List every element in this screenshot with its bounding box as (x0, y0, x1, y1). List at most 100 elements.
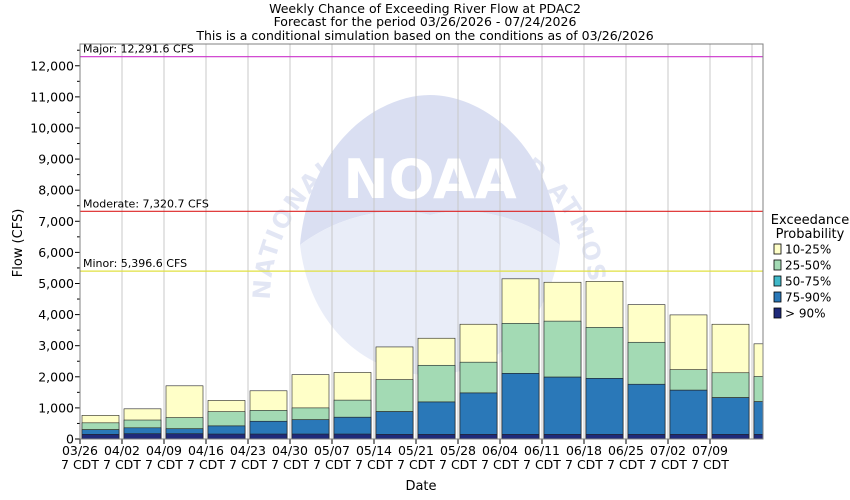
bar-segment-90-07-02 (669, 434, 708, 440)
y-tick-label: 8,000 (38, 183, 74, 198)
chart-subtitle-conditions: This is a conditional simulation based o… (195, 28, 653, 43)
y-tick-label: 9,000 (38, 152, 74, 167)
x-tick-label-date: 04/02 (104, 443, 140, 458)
x-tick-label-tz: 7 CDT (313, 457, 351, 472)
bar-segment-90-04-02 (123, 433, 162, 440)
x-tick-label-date: 05/14 (356, 443, 392, 458)
threshold-label: Major: 12,291.6 CFS (83, 43, 194, 56)
bar-segment-75-90-07-09 (711, 397, 750, 440)
legend-swatch (773, 275, 782, 287)
legend-title-line1: Exceedance (771, 213, 849, 228)
legend-label: 25-50% (785, 259, 831, 273)
chart-title: Weekly Chance of Exceeding River Flow at… (269, 1, 581, 16)
x-tick-label-tz: 7 CDT (439, 457, 477, 472)
y-tick-label: 10,000 (30, 120, 74, 135)
y-tick-label: 11,000 (30, 89, 74, 104)
x-tick-label-tz: 7 CDT (481, 457, 519, 472)
y-tick-label: 5,000 (38, 276, 74, 291)
x-tick-label-tz: 7 CDT (565, 457, 603, 472)
x-tick-label-tz: 7 CDT (61, 457, 99, 472)
x-tick-label-date: 06/04 (482, 443, 518, 458)
y-tick-label: 4,000 (38, 307, 74, 322)
threshold-label: Minor: 5,396.6 CFS (83, 257, 187, 270)
bar-segment-75-90-06-25 (627, 383, 666, 440)
x-tick-label-date: 04/09 (146, 443, 182, 458)
x-tick-label-tz: 7 CDT (523, 457, 561, 472)
bar-segment-75-90-06-11 (543, 376, 582, 440)
x-tick-label-tz: 7 CDT (649, 457, 687, 472)
bar-segment-90-03-26 (81, 434, 120, 440)
legend: Exceedance Probability 10-25% 25-50% 50-75… (771, 213, 849, 321)
x-tick-label-date: 03/26 (62, 443, 98, 458)
bar-segment-90-07-09 (711, 434, 750, 440)
y-axis-title: Flow (CFS) (11, 209, 26, 278)
bar-segment-90-06-18 (585, 434, 624, 440)
legend-label: 75-90% (785, 291, 831, 305)
legend-label: 50-75% (785, 275, 831, 289)
x-tick-label-date: 04/30 (272, 443, 308, 458)
x-tick-label-date: 07/09 (692, 443, 728, 458)
x-tick-label-tz: 7 CDT (103, 457, 141, 472)
y-tick-label: 12,000 (30, 58, 74, 73)
bar-segment-90-04-09 (165, 433, 204, 440)
x-tick-label-date: 05/21 (398, 443, 434, 458)
y-tick-label: 7,000 (38, 214, 74, 229)
x-axis-title: Date (405, 479, 436, 494)
bar-segment-90-05-28 (459, 434, 498, 440)
bar-segment-75-90-06-04 (501, 373, 540, 440)
bar-segment-90-06-11 (543, 434, 582, 440)
x-tick-label-tz: 7 CDT (355, 457, 393, 472)
x-tick-label-date: 06/11 (524, 443, 560, 458)
x-tick-label-date: 04/23 (230, 443, 266, 458)
bar-segment-75-90-06-18 (585, 378, 624, 440)
x-tick-label-date: 06/18 (566, 443, 602, 458)
x-tick-label-tz: 7 CDT (607, 457, 645, 472)
x-tick-label-date: 04/16 (188, 443, 224, 458)
legend-swatch (773, 259, 782, 271)
y-tick-label: 2,000 (38, 369, 74, 384)
x-tick-label-date: 05/28 (440, 443, 476, 458)
stacked-bars (81, 278, 764, 440)
bar-segment-75-90-05-28 (459, 392, 498, 440)
y-tick-label: 0 (66, 432, 74, 447)
bar-segment-90-05-21 (417, 434, 456, 440)
y-tick-label: 1,000 (38, 400, 74, 415)
y-axis: 0 1,000 2,000 3,000 4,000 5,000 6,000 7,000 8,00… (30, 49, 80, 447)
y-tick-label: 3,000 (38, 338, 74, 353)
x-tick-label-tz: 7 CDT (397, 457, 435, 472)
chart-subtitle-period: Forecast for the period 03/26/2026 - 07/… (274, 14, 577, 29)
bar-segment-90-04-30 (291, 433, 330, 440)
gridlines (121, 44, 753, 439)
legend-title-line2: Probability (776, 227, 845, 242)
x-tick-label-tz: 7 CDT (271, 457, 309, 472)
bar-segment-90-05-07 (333, 433, 372, 440)
x-tick-label-date: 06/25 (608, 443, 644, 458)
svg-text:NOAA: NOAA (343, 148, 516, 211)
legend-swatch (773, 243, 782, 255)
bar-segment-90-04-23 (249, 433, 288, 440)
legend-label: > 90% (785, 307, 826, 321)
x-tick-label-date: 07/02 (650, 443, 686, 458)
x-tick-label-date: 05/07 (314, 443, 350, 458)
x-tick-label-tz: 7 CDT (229, 457, 267, 472)
legend-swatch (773, 307, 782, 319)
bar-segment-90-04-16 (207, 433, 246, 440)
threshold-label: Moderate: 7,320.7 CFS (83, 197, 209, 210)
bar-segment-90-06-04 (501, 434, 540, 440)
legend-swatch (773, 291, 782, 303)
bar-segment-90-07-16 (753, 434, 764, 440)
x-tick-label-tz: 7 CDT (691, 457, 729, 472)
x-tick-label-tz: 7 CDT (187, 457, 225, 472)
bar-segment-75-90-07-02 (669, 389, 708, 440)
bar-segment-75-90-07-16 (753, 401, 764, 440)
flood-thresholds: Major: 12,291.6 CFS Moderate: 7,320.7 CFS… (80, 43, 763, 272)
legend-label: 10-25% (785, 243, 831, 257)
bar-segment-90-05-14 (375, 434, 414, 440)
x-tick-label-tz: 7 CDT (145, 457, 183, 472)
bar-segment-75-90-05-21 (417, 401, 456, 440)
bar-segment-90-06-25 (627, 434, 666, 440)
plot-border (79, 43, 764, 440)
y-tick-label: 6,000 (38, 245, 74, 260)
